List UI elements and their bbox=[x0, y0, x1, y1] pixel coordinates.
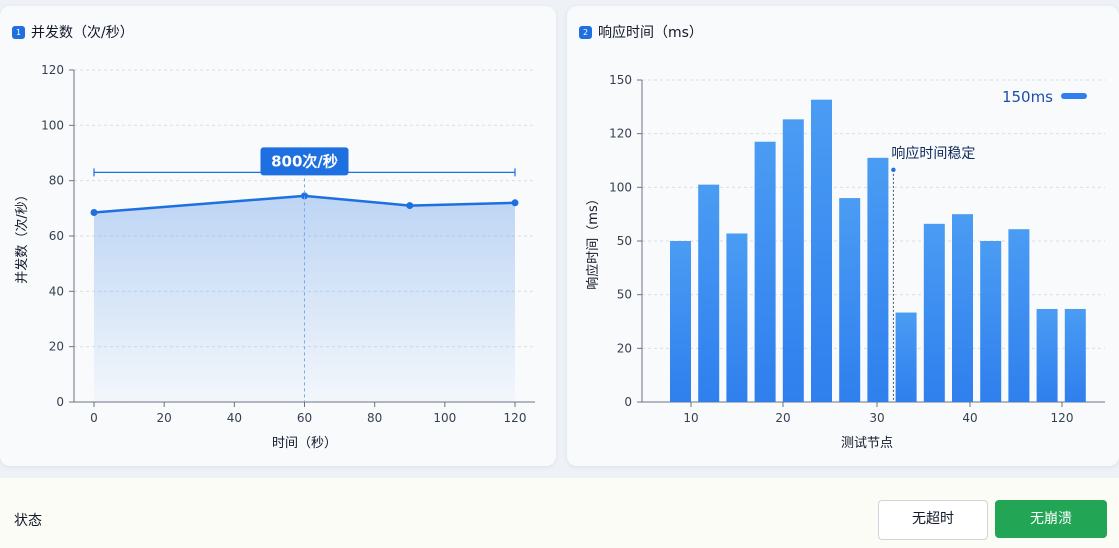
y-tick-label: 20 bbox=[617, 341, 632, 355]
x-axis-label: 测试节点 bbox=[841, 436, 893, 451]
y-tick-label: 0 bbox=[56, 395, 64, 409]
no-timeout-button[interactable]: 无超时 bbox=[878, 500, 988, 540]
concurrency-chart: 0 20 40 60 80 100 120 0 20 40 60 80 100 120 时间（秒） 并发数（次… bbox=[14, 63, 535, 451]
y-axis-label: 并发数（次/秒） bbox=[14, 188, 30, 283]
x-axis-label: 时间（秒） bbox=[272, 436, 337, 451]
response-time-panel: 2 响应时间（ms） 0 20 50 50 100 120 150 10 20 30 40 120 测试… bbox=[567, 6, 1119, 466]
x-tick-label: 60 bbox=[297, 411, 312, 425]
legend-label: 150ms bbox=[1002, 88, 1053, 106]
response-time-bar bbox=[867, 157, 889, 402]
x-tick-label: 40 bbox=[962, 411, 977, 425]
panel-number-badge: 1 bbox=[12, 25, 25, 39]
response-time-bar bbox=[1036, 308, 1058, 402]
x-tick-label: 10 bbox=[683, 411, 698, 425]
x-tick-label: 0 bbox=[90, 411, 98, 425]
response-time-bar bbox=[895, 312, 917, 402]
y-tick-label: 40 bbox=[49, 284, 64, 298]
annotation-label: 响应时间稳定 bbox=[891, 145, 975, 162]
response-time-bar bbox=[923, 223, 945, 402]
response-time-bar bbox=[980, 241, 1002, 402]
response-time-bar bbox=[782, 119, 804, 402]
x-tick-label: 120 bbox=[504, 411, 527, 425]
concurrency-panel: 1 并发数（次/秒） 0 20 40 60 80 100 120 0 20 40 60 80 100 12… bbox=[0, 6, 556, 466]
response-time-bar bbox=[670, 241, 691, 402]
y-tick-label: 150 bbox=[609, 73, 632, 87]
panel-number-badge: 2 bbox=[579, 25, 592, 39]
annotation-label-box bbox=[260, 147, 349, 176]
response-time-bar bbox=[726, 233, 748, 402]
y-tick-label: 120 bbox=[41, 63, 64, 77]
response-time-title-text: 响应时间（ms） bbox=[598, 25, 703, 41]
data-point bbox=[301, 192, 308, 200]
data-point bbox=[406, 202, 414, 210]
response-time-bar bbox=[754, 141, 776, 402]
data-point bbox=[511, 199, 519, 207]
concurrency-panel-title: 1 并发数（次/秒） bbox=[12, 22, 134, 42]
data-point bbox=[90, 208, 98, 216]
response-time-bar bbox=[1064, 308, 1086, 402]
y-tick-label: 20 bbox=[49, 340, 64, 354]
response-time-bar bbox=[952, 214, 973, 402]
response-time-chart: 0 20 50 50 100 120 150 10 20 30 40 120 测试节点 响应时间（ms） 响… bbox=[585, 73, 1105, 451]
x-tick-label: 100 bbox=[433, 411, 456, 425]
concurrency-line bbox=[93, 194, 516, 214]
annotation-marker bbox=[891, 167, 896, 173]
response-time-bar bbox=[1008, 229, 1030, 402]
x-tick-label: 40 bbox=[227, 411, 242, 425]
y-tick-label: 120 bbox=[609, 127, 632, 141]
response-time-panel-title: 2 响应时间（ms） bbox=[579, 22, 703, 42]
y-tick-label: 50 bbox=[617, 288, 632, 302]
status-bar: 状态 无超时 无崩溃 bbox=[0, 478, 1119, 548]
y-tick-label: 100 bbox=[609, 180, 632, 194]
y-tick-label: 50 bbox=[617, 234, 632, 248]
no-crash-button[interactable]: 无崩溃 bbox=[995, 500, 1107, 538]
y-tick-label: 0 bbox=[624, 395, 632, 409]
y-axis-label: 响应时间（ms） bbox=[585, 192, 601, 289]
response-time-bar bbox=[698, 184, 720, 402]
x-tick-label: 80 bbox=[367, 411, 382, 425]
response-time-bar bbox=[839, 198, 861, 402]
annotation-label: 800次/秒 bbox=[271, 152, 338, 170]
y-tick-label: 60 bbox=[49, 229, 64, 243]
concurrency-title-text: 并发数（次/秒） bbox=[31, 25, 134, 41]
legend-swatch bbox=[1061, 93, 1087, 99]
response-time-bar bbox=[811, 99, 832, 402]
x-tick-label: 30 bbox=[869, 411, 884, 425]
x-tick-label: 20 bbox=[775, 411, 790, 425]
y-tick-label: 100 bbox=[41, 118, 64, 132]
y-tick-label: 80 bbox=[49, 174, 64, 188]
x-tick-label: 20 bbox=[157, 411, 172, 425]
status-label: 状态 bbox=[14, 513, 42, 529]
x-tick-label: 120 bbox=[1051, 411, 1074, 425]
